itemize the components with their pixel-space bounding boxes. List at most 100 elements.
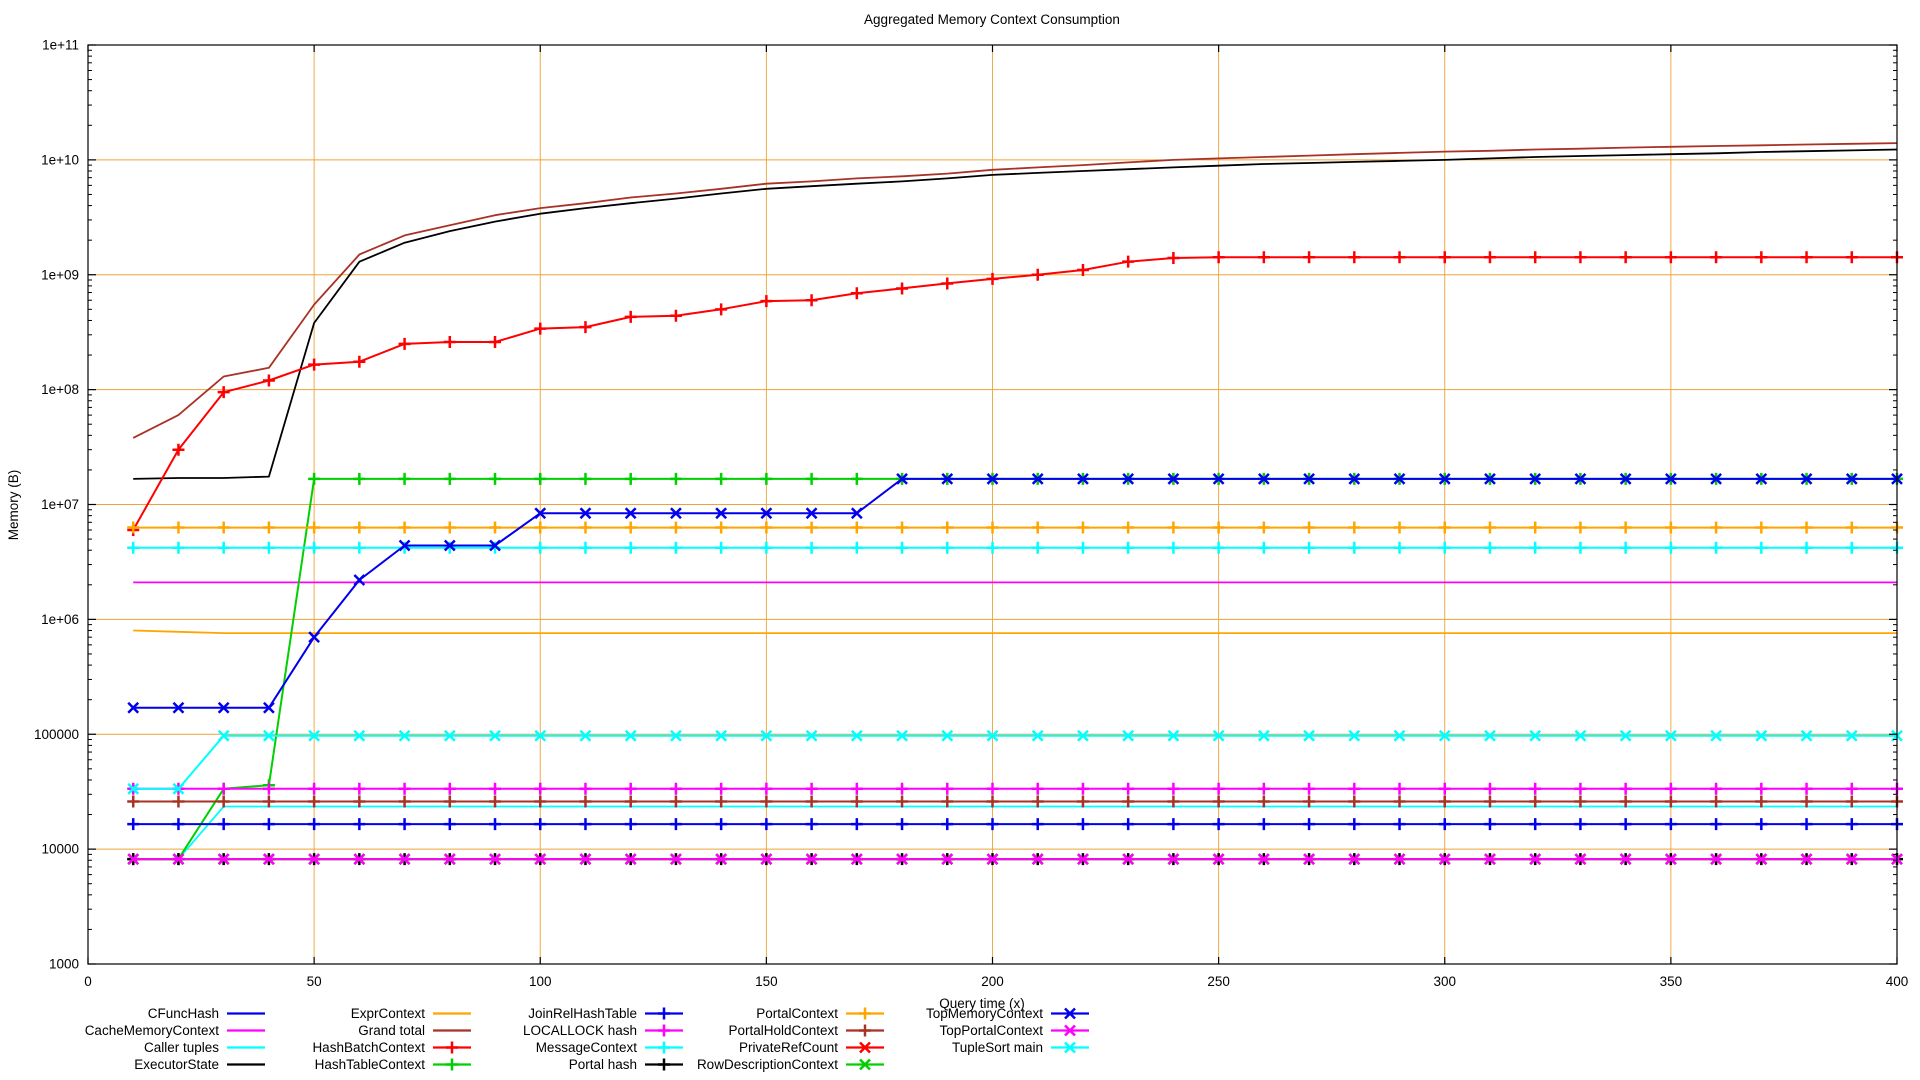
plus-marker: [1257, 541, 1270, 554]
plus-marker: [1529, 795, 1542, 808]
cross-marker: [1031, 473, 1044, 485]
plus-marker: [669, 795, 682, 808]
plus-marker: [1031, 541, 1044, 554]
cross-marker: [1303, 853, 1315, 865]
series-exprcontext: [133, 629, 1897, 634]
cross-marker: [579, 507, 592, 520]
plus-marker: [896, 282, 909, 295]
plus-marker: [1529, 251, 1542, 264]
cross-marker: [263, 701, 275, 714]
cross-marker: [986, 473, 999, 485]
plus-marker: [658, 1024, 670, 1037]
cross-marker: [534, 507, 547, 520]
plus-marker: [760, 782, 773, 795]
series-topmemorycontext: [127, 473, 1903, 714]
plus-marker: [534, 795, 547, 808]
plus-marker: [1076, 818, 1089, 831]
plus-marker: [805, 818, 818, 831]
cross-marker: [1122, 853, 1135, 865]
plus-marker: [669, 472, 682, 485]
plus-marker: [1438, 782, 1451, 795]
cross-marker: [398, 539, 411, 552]
plus-marker: [262, 541, 275, 554]
plus-marker: [217, 818, 230, 831]
cross-marker: [308, 729, 321, 742]
plus-marker: [308, 782, 321, 795]
plus-marker: [760, 795, 773, 808]
plus-marker: [579, 321, 592, 334]
plus-marker: [1212, 795, 1225, 808]
legend-item: MessageContext: [536, 1040, 683, 1055]
x-tick-label: 250: [1207, 974, 1230, 989]
cross-marker: [1619, 853, 1632, 865]
plus-marker: [308, 795, 321, 808]
plus-marker: [941, 277, 954, 290]
plus-marker: [443, 521, 456, 534]
plus-marker: [1755, 541, 1768, 554]
plus-marker: [353, 472, 366, 485]
plus-marker: [1574, 818, 1587, 831]
cross-marker: [127, 701, 140, 714]
series-portalcontext: [127, 521, 1903, 534]
plus-marker: [1031, 795, 1044, 808]
plus-marker: [1664, 541, 1677, 554]
plus-marker: [624, 818, 637, 831]
plus-marker: [1257, 782, 1270, 795]
series-caller-tuples: [133, 805, 1897, 860]
series-topportalcontext: [127, 853, 1903, 865]
cross-marker: [172, 782, 185, 795]
plus-marker: [443, 472, 456, 485]
plus-marker: [1800, 782, 1813, 795]
data-series: [127, 142, 1903, 866]
cross-marker: [850, 729, 863, 742]
plus-marker: [1710, 541, 1723, 554]
cross-marker: [1257, 729, 1270, 742]
plus-marker: [1303, 795, 1316, 808]
plus-marker: [850, 795, 863, 808]
y-tick-label: 1e+09: [41, 267, 79, 282]
cross-marker: [353, 853, 366, 865]
legend-item: Portal hash: [569, 1057, 683, 1072]
plus-marker: [1800, 818, 1813, 831]
plus-marker: [443, 782, 456, 795]
cross-marker: [941, 729, 954, 742]
legend-item: ExecutorState: [134, 1057, 265, 1072]
cross-marker: [1077, 853, 1089, 865]
plus-marker: [760, 472, 773, 485]
plus-marker: [262, 795, 275, 808]
plus-marker: [715, 303, 728, 316]
legend-item: TopMemoryContext: [926, 1006, 1089, 1021]
plus-marker: [850, 541, 863, 554]
plus-marker: [1393, 251, 1406, 264]
plus-marker: [986, 782, 999, 795]
plus-marker: [308, 358, 321, 371]
plus-marker: [850, 287, 863, 300]
series-line: [133, 805, 1897, 860]
plus-marker: [1212, 541, 1225, 554]
plus-marker: [217, 521, 230, 534]
plus-marker: [760, 521, 773, 534]
plus-marker: [1483, 541, 1496, 554]
cross-marker: [398, 729, 411, 742]
cross-marker: [443, 539, 456, 552]
plus-marker: [262, 521, 275, 534]
plus-marker: [805, 541, 818, 554]
cross-marker: [760, 729, 773, 742]
cross-marker: [489, 729, 501, 742]
cross-marker: [263, 853, 275, 865]
cross-marker: [1031, 729, 1044, 742]
plus-marker: [1845, 818, 1858, 831]
plus-marker: [1845, 521, 1858, 534]
cross-marker: [398, 853, 411, 865]
plus-marker: [669, 521, 682, 534]
cross-marker: [1438, 729, 1451, 742]
axis-ticks: [87, 44, 1898, 965]
legend-label: ExecutorState: [134, 1057, 219, 1072]
plus-marker: [1574, 541, 1587, 554]
legend-label: CacheMemoryContext: [85, 1023, 220, 1038]
series-line: [132, 256, 1897, 531]
cross-marker: [896, 473, 908, 485]
y-tick-label: 10000: [41, 842, 79, 857]
legend-item: LOCALLOCK hash: [523, 1023, 683, 1038]
plus-marker: [1122, 255, 1135, 268]
